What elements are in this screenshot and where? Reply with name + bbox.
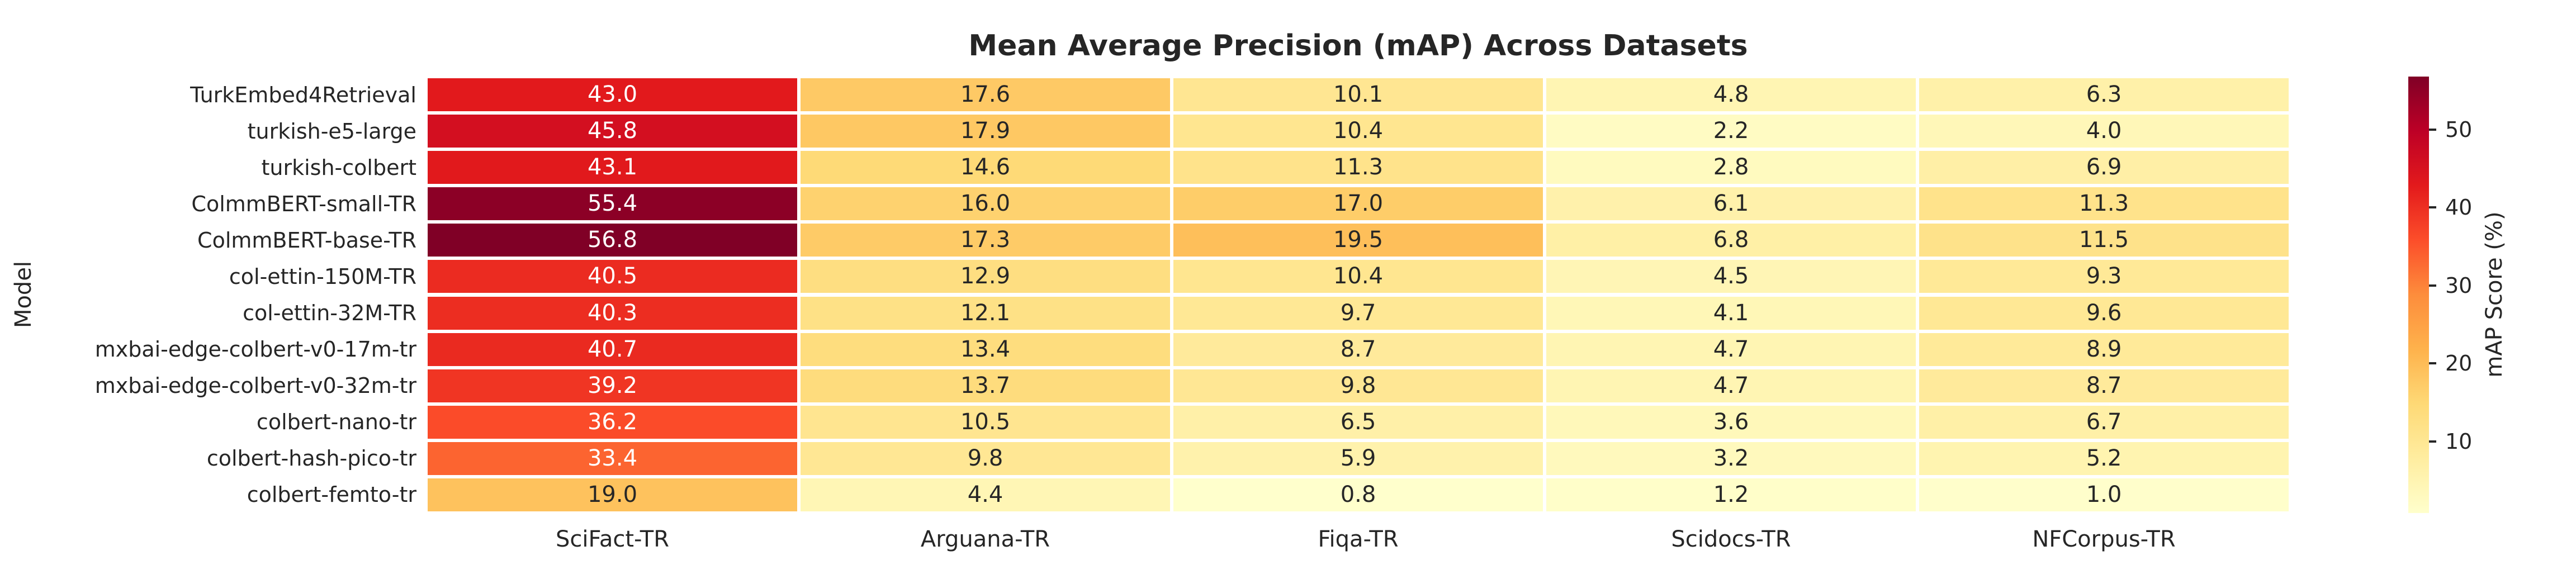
heatmap-cell: 6.1 [1546, 187, 1916, 221]
heatmap-cell: 6.7 [1919, 405, 2289, 439]
x-tick-label: Fiqa-TR [1318, 526, 1399, 552]
colorbar-tick-label: 10 [2445, 429, 2473, 454]
heatmap-cell: 11.3 [1173, 151, 1543, 184]
x-tick-label: Arguana-TR [920, 526, 1050, 552]
heatmap-cell: 4.1 [1546, 296, 1916, 330]
heatmap-cell: 3.6 [1546, 405, 1916, 439]
heatmap-cell: 16.0 [801, 187, 1170, 221]
y-tick-label: ColmmBERT-base-TR [197, 227, 416, 253]
heatmap-cell: 19.5 [1173, 224, 1543, 257]
heatmap-cell: 4.0 [1919, 115, 2289, 148]
heatmap-cell: 4.4 [801, 478, 1170, 511]
colorbar-tick-mark [2429, 362, 2436, 365]
heatmap-cell: 2.8 [1546, 151, 1916, 184]
heatmap-cell: 40.7 [428, 333, 797, 366]
heatmap-cell: 5.2 [1919, 442, 2289, 475]
heatmap-cell: 43.1 [428, 151, 797, 184]
heatmap-cell: 9.8 [1173, 369, 1543, 402]
y-tick-label: col-ettin-32M-TR [243, 301, 416, 326]
y-tick-label: ColmmBERT-small-TR [191, 191, 416, 216]
heatmap-cell: 13.4 [801, 333, 1170, 366]
y-tick-label: col-ettin-150M-TR [229, 264, 416, 289]
heatmap-cell: 4.8 [1546, 78, 1916, 112]
y-tick-label: colbert-hash-pico-tr [206, 446, 416, 471]
heatmap-cell: 9.7 [1173, 296, 1543, 330]
heatmap-cell: 56.8 [428, 224, 797, 257]
heatmap-cell: 4.7 [1546, 333, 1916, 366]
chart-title: Mean Average Precision (mAP) Across Data… [968, 29, 1748, 63]
heatmap-cell: 45.8 [428, 115, 797, 148]
x-tick-label: NFCorpus-TR [2032, 526, 2176, 552]
colorbar-tick-label: 30 [2445, 273, 2473, 298]
heatmap-cell: 14.6 [801, 151, 1170, 184]
heatmap-cell: 17.9 [801, 115, 1170, 148]
colorbar-label: mAP Score (%) [2482, 211, 2507, 378]
y-tick-label: colbert-nano-tr [256, 410, 416, 435]
heatmap-cell: 12.9 [801, 260, 1170, 293]
heatmap-cell: 43.0 [428, 78, 797, 112]
heatmap-cell: 11.5 [1919, 224, 2289, 257]
heatmap-cell: 1.2 [1546, 478, 1916, 511]
heatmap-cell: 19.0 [428, 478, 797, 511]
heatmap-cell: 12.1 [801, 296, 1170, 330]
colorbar [2408, 77, 2429, 513]
heatmap-cell: 8.7 [1919, 369, 2289, 402]
heatmap-cell: 8.7 [1173, 333, 1543, 366]
heatmap-cell: 10.1 [1173, 78, 1543, 112]
heatmap-cell: 2.2 [1546, 115, 1916, 148]
heatmap-cell: 17.0 [1173, 187, 1543, 221]
heatmap-cell: 9.8 [801, 442, 1170, 475]
y-tick-label: turkish-e5-large [247, 118, 416, 144]
heatmap-cell: 36.2 [428, 405, 797, 439]
y-tick-label: turkish-colbert [261, 155, 417, 180]
heatmap-cell: 13.7 [801, 369, 1170, 402]
heatmap-cell: 6.3 [1919, 78, 2289, 112]
heatmap-cell: 9.3 [1919, 260, 2289, 293]
heatmap-cell: 4.5 [1546, 260, 1916, 293]
heatmap-cell: 40.5 [428, 260, 797, 293]
heatmap-cell: 3.2 [1546, 442, 1916, 475]
y-tick-label: colbert-femto-tr [247, 482, 416, 507]
colorbar-tick-label: 50 [2445, 117, 2473, 142]
heatmap-cell: 10.4 [1173, 115, 1543, 148]
heatmap-cell: 39.2 [428, 369, 797, 402]
y-tick-label: mxbai-edge-colbert-v0-32m-tr [94, 373, 416, 398]
y-tick-label: mxbai-edge-colbert-v0-17m-tr [94, 337, 416, 362]
heatmap-cell: 33.4 [428, 442, 797, 475]
heatmap-cell: 6.9 [1919, 151, 2289, 184]
x-tick-label: Scidocs-TR [1671, 526, 1791, 552]
colorbar-tick-mark [2429, 206, 2436, 209]
colorbar-tick-label: 40 [2445, 195, 2473, 220]
colorbar-tick-mark [2429, 128, 2436, 131]
x-tick-label: SciFact-TR [555, 526, 669, 552]
heatmap-cell: 10.4 [1173, 260, 1543, 293]
heatmap-cell: 1.0 [1919, 478, 2289, 511]
heatmap-cell: 6.5 [1173, 405, 1543, 439]
heatmap-cell: 6.8 [1546, 224, 1916, 257]
y-tick-label: TurkEmbed4Retrieval [190, 82, 416, 107]
heatmap-cell: 11.3 [1919, 187, 2289, 221]
heatmap-cell: 17.6 [801, 78, 1170, 112]
colorbar-tick-mark [2429, 284, 2436, 287]
heatmap-cell: 9.6 [1919, 296, 2289, 330]
colorbar-tick-label: 20 [2445, 351, 2473, 376]
heatmap-cell: 17.3 [801, 224, 1170, 257]
heatmap-cell: 10.5 [801, 405, 1170, 439]
heatmap-cell: 55.4 [428, 187, 797, 221]
heatmap-cell: 5.9 [1173, 442, 1543, 475]
heatmap-cell: 40.3 [428, 296, 797, 330]
colorbar-tick-mark [2429, 440, 2436, 443]
heatmap-cell: 0.8 [1173, 478, 1543, 511]
heatmap-cell: 8.9 [1919, 333, 2289, 366]
heatmap-cell: 4.7 [1546, 369, 1916, 402]
